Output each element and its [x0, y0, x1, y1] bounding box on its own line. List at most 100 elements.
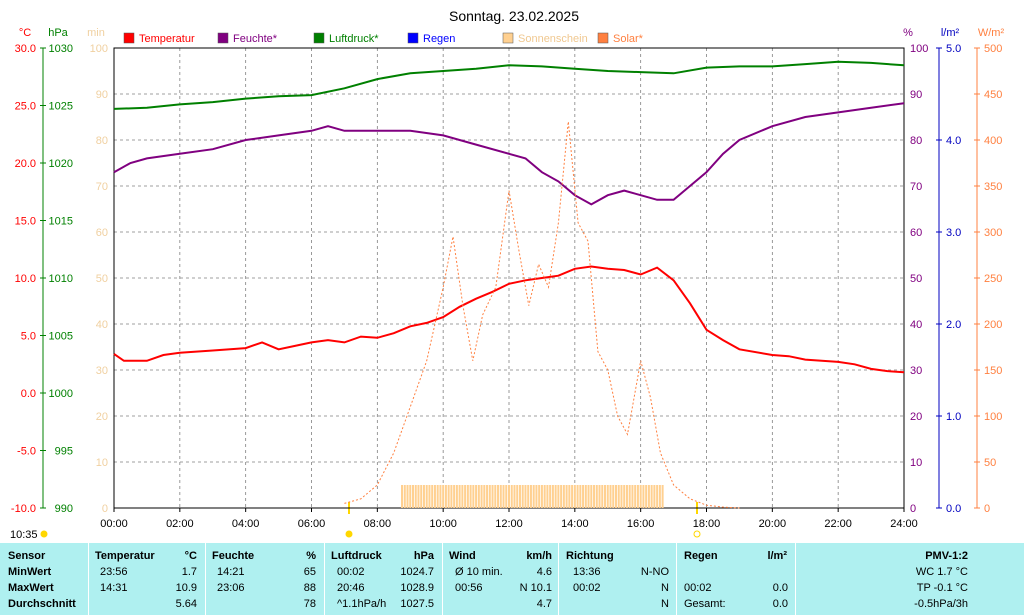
tick-label-solar: 50 — [984, 457, 996, 469]
row-rain-time: 00:02 — [684, 582, 712, 594]
row-pressure-time: 00:02 — [337, 566, 365, 578]
sunshine-bar — [601, 485, 604, 508]
row-direction-value: N — [661, 582, 669, 594]
row-wind-time: 00:56 — [455, 582, 483, 594]
sunshine-bar — [417, 485, 420, 508]
sunshine-bar — [411, 485, 414, 508]
tick-label-time: 18:00 — [693, 518, 721, 530]
row-label: MinWert — [8, 566, 52, 578]
header-pressure-unit: hPa — [413, 550, 434, 562]
tick-label-pressure: 1010 — [49, 273, 73, 285]
row-temperature-time: 14:31 — [100, 582, 128, 594]
row-temperature-value: 5.64 — [175, 598, 197, 610]
tick-label-humidity: 70 — [910, 181, 922, 193]
sunshine-bar — [486, 485, 489, 508]
tick-label-time: 24:00 — [890, 518, 918, 530]
sunshine-bar — [521, 485, 524, 508]
sunshine-bar — [587, 485, 590, 508]
table-separator — [558, 543, 559, 615]
sunshine-bar — [639, 485, 642, 508]
row-temperature-time: 23:56 — [100, 566, 128, 578]
axis-unit-sunshine: min — [87, 27, 105, 39]
sunshine-bar — [516, 485, 519, 508]
sunshine-bar — [653, 485, 656, 508]
series-line-temperatur — [113, 265, 905, 374]
row-direction-time: 00:02 — [573, 582, 601, 594]
sunshine-bar — [524, 485, 527, 508]
header-temperature: Temperatur — [95, 550, 155, 562]
row-direction-value: N — [661, 598, 669, 610]
sunshine-bar — [499, 485, 502, 508]
sunshine-bar — [557, 485, 560, 508]
legend-label: Solar* — [613, 33, 644, 45]
tick-label-humidity: 0 — [910, 503, 916, 515]
header-humidity-unit: % — [306, 550, 316, 562]
legend-label: Sonnenschein — [518, 33, 588, 45]
tick-label-rain: 0.0 — [946, 503, 961, 515]
sunshine-bar — [636, 485, 639, 508]
header-temperature-unit: °C — [184, 550, 197, 562]
row-pmv-value: -0.5hPa/3h — [914, 598, 968, 610]
tick-label-time: 06:00 — [298, 518, 326, 530]
table-separator — [442, 543, 443, 615]
weather-chart: Sonntag. 23.02.2025 Temperatur Feuchte* Lu… — [10, 8, 1004, 541]
chart-grid — [113, 47, 905, 509]
axis-unit-pressure: hPa — [48, 27, 68, 39]
sunshine-bar — [403, 485, 406, 508]
tick-label-rain: 3.0 — [946, 227, 961, 239]
row-temperature-value: 1.7 — [181, 566, 197, 578]
tick-label-solar: 150 — [984, 365, 1002, 377]
sunshine-bar — [595, 485, 598, 508]
tick-label-solar: 300 — [984, 227, 1002, 239]
row-pmv-value: WC 1.7 °C — [915, 566, 968, 578]
header-direction: Richtung — [566, 550, 614, 562]
sunshine-bar — [442, 485, 445, 508]
sunshine-bar — [450, 485, 453, 508]
tick-label-temperature: -10.0 — [11, 503, 36, 515]
sunshine-bar — [502, 485, 505, 508]
sunshine-bar — [647, 485, 650, 508]
tick-label-sunshine: 90 — [96, 89, 108, 101]
sunshine-bar — [466, 485, 469, 508]
series-line-luftdruck — [113, 60, 905, 110]
sunshine-bar — [535, 485, 538, 508]
tick-label-temperature: -5.0 — [17, 446, 36, 458]
header-rain-unit: l/m² — [767, 550, 787, 562]
sunshine-bar — [518, 485, 521, 508]
tick-label-time: 08:00 — [364, 518, 392, 530]
sunshine-bar — [422, 485, 425, 508]
series-line-feuchte — [113, 102, 905, 206]
sunshine-bar — [401, 485, 404, 508]
sunshine-bar — [582, 485, 585, 508]
chart-series — [113, 60, 905, 509]
sunshine-bar — [420, 485, 423, 508]
sunshine-bar — [590, 485, 593, 508]
tick-label-time: 12:00 — [495, 518, 523, 530]
axis-unit-temperature: °C — [19, 27, 31, 39]
sunshine-bar — [560, 485, 563, 508]
sunshine-bar — [606, 485, 609, 508]
sunshine-bar — [549, 485, 552, 508]
sunshine-bar — [551, 485, 554, 508]
sunshine-bar — [593, 485, 596, 508]
sunshine-bar — [425, 485, 428, 508]
row-pressure-value: 1024.7 — [400, 566, 434, 578]
tick-label-temperature: 5.0 — [21, 331, 36, 343]
tick-label-time: 02:00 — [166, 518, 194, 530]
sunshine-bar — [614, 485, 617, 508]
tick-label-pressure: 1020 — [49, 158, 73, 170]
sunshine-bar — [477, 485, 480, 508]
tick-label-humidity: 90 — [910, 89, 922, 101]
row-pmv-value: TP -0.1 °C — [916, 582, 968, 594]
tick-label-humidity: 40 — [910, 319, 922, 331]
sunshine-bar — [579, 485, 582, 508]
sunshine-bar — [634, 485, 637, 508]
sunrise-marker-icon — [345, 530, 353, 538]
sunshine-bar — [571, 485, 574, 508]
sunshine-bar — [497, 485, 500, 508]
tick-label-humidity: 10 — [910, 457, 922, 469]
sunshine-bar — [483, 485, 486, 508]
legend-swatch — [217, 32, 229, 44]
tick-label-sunshine: 30 — [96, 365, 108, 377]
tick-label-solar: 450 — [984, 89, 1002, 101]
